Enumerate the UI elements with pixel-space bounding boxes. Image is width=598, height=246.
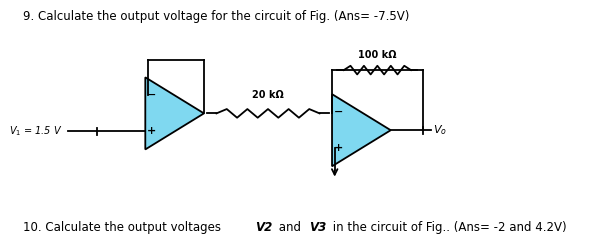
- Text: 10. Calculate the output voltages: 10. Calculate the output voltages: [23, 221, 224, 234]
- Polygon shape: [332, 94, 390, 166]
- Text: $V_1$ = 1.5 V: $V_1$ = 1.5 V: [9, 124, 63, 138]
- Polygon shape: [145, 77, 204, 150]
- Text: −: −: [147, 90, 157, 100]
- Text: $V_o$: $V_o$: [434, 123, 447, 137]
- Text: V2: V2: [255, 221, 272, 234]
- Text: 100 kΩ: 100 kΩ: [358, 50, 396, 61]
- Text: 9. Calculate the output voltage for the circuit of Fig. (Ans= -7.5V): 9. Calculate the output voltage for the …: [23, 10, 409, 23]
- Text: 20 kΩ: 20 kΩ: [252, 90, 284, 100]
- Text: in the circuit of Fig.. (Ans= -2 and 4.2V): in the circuit of Fig.. (Ans= -2 and 4.2…: [329, 221, 566, 234]
- Text: +: +: [147, 126, 156, 137]
- Text: V3: V3: [309, 221, 326, 234]
- Text: −: −: [334, 107, 343, 117]
- Text: +: +: [334, 143, 343, 153]
- Text: and: and: [274, 221, 304, 234]
